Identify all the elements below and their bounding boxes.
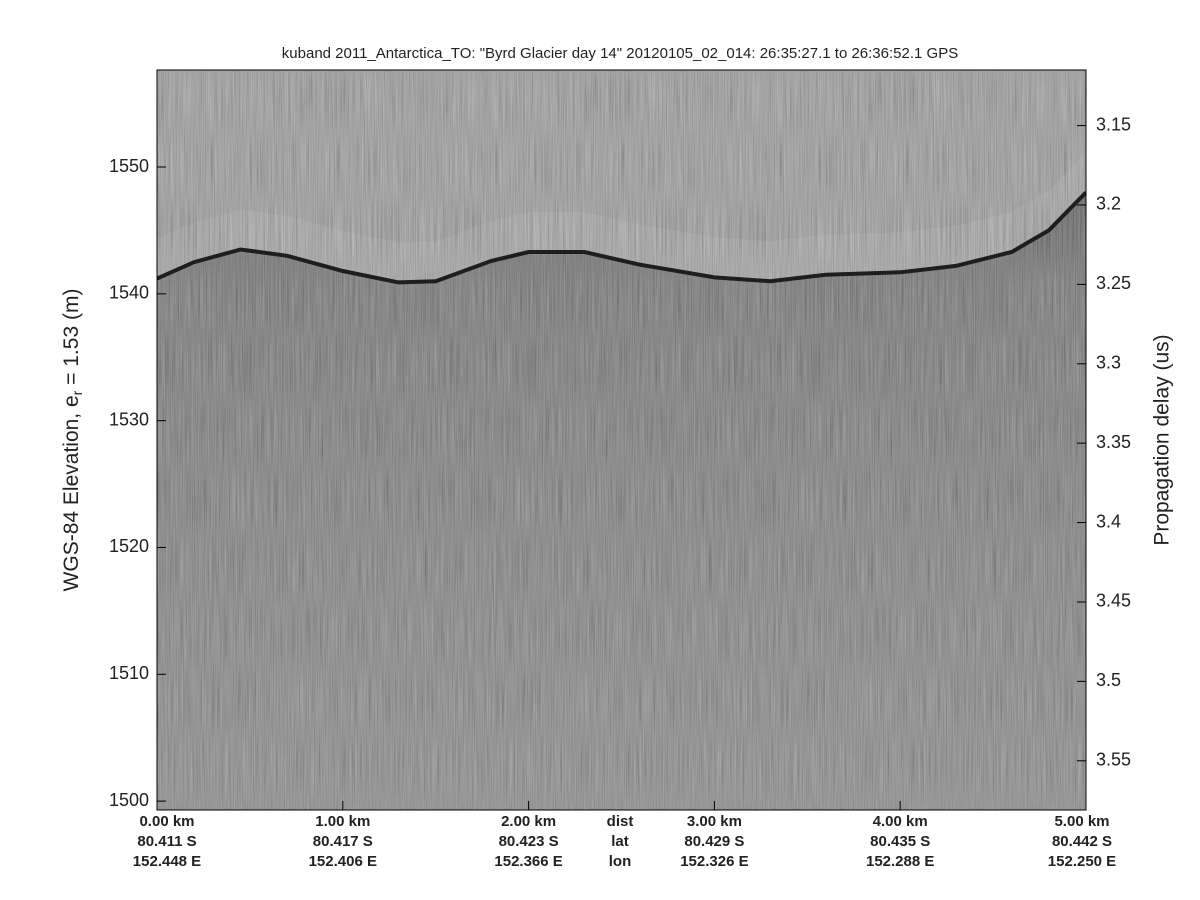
row-name: dist: [607, 813, 634, 830]
y-tick-label: 1520: [109, 536, 149, 556]
x-tick-label: 4.00 km: [873, 813, 928, 830]
lat-label: 80.423 S: [499, 833, 559, 850]
row-name: lon: [609, 853, 632, 870]
y-tick-label: 1550: [109, 156, 149, 176]
lon-label: 152.448 E: [133, 853, 201, 870]
y-label-subscript: r: [69, 390, 85, 395]
y2-tick-label: 3.45: [1096, 591, 1131, 611]
x-tick-label: 3.00 km: [687, 813, 742, 830]
y2-tick-label: 3.55: [1096, 750, 1131, 770]
y2-tick-label: 3.15: [1096, 114, 1131, 134]
lon-label: 152.366 E: [494, 853, 562, 870]
y-tick-label: 1530: [109, 409, 149, 429]
y-label-suffix: = 1.53 (m): [60, 289, 83, 391]
y-tick-label: 1500: [109, 790, 149, 810]
x-tick-label: 1.00 km: [315, 813, 370, 830]
lon-label: 152.406 E: [309, 853, 377, 870]
lat-label: 80.435 S: [870, 833, 930, 850]
y2-axis-label: Propagation delay (us): [1151, 334, 1174, 545]
lat-label: 80.411 S: [137, 833, 196, 850]
y-axis-label: WGS-84 Elevation, er = 1.53 (m): [60, 289, 85, 592]
plot-area: [157, 70, 1086, 810]
y2-tick-label: 3.5: [1096, 670, 1121, 690]
lat-label: 80.442 S: [1052, 833, 1112, 850]
chart-title: kuband 2011_Antarctica_TO: "Byrd Glacier…: [282, 45, 958, 62]
y2-tick-label: 3.2: [1096, 194, 1121, 214]
y-tick-label: 1510: [109, 663, 149, 683]
lon-label: 152.288 E: [866, 853, 934, 870]
y2-tick-label: 3.25: [1096, 273, 1131, 293]
lon-label: 152.250 E: [1048, 853, 1116, 870]
y2-tick-label: 3.3: [1096, 353, 1121, 373]
y-tick-label: 1540: [109, 283, 149, 303]
surface-return: [157, 191, 1086, 285]
noise-texture: [157, 70, 1086, 810]
x-tick-label: 5.00 km: [1054, 813, 1109, 830]
lat-label: 80.429 S: [684, 833, 744, 850]
x-tick-label: 2.00 km: [501, 813, 556, 830]
axes-box: [156, 69, 1087, 811]
x-tick-label: 0.00 km: [139, 813, 194, 830]
row-name: lat: [611, 833, 629, 850]
lon-label: 152.326 E: [680, 853, 748, 870]
y-label-text: WGS-84 Elevation, e: [60, 395, 83, 591]
y2-tick-label: 3.4: [1096, 511, 1121, 531]
y2-tick-label: 3.35: [1096, 432, 1131, 452]
lat-label: 80.417 S: [313, 833, 373, 850]
